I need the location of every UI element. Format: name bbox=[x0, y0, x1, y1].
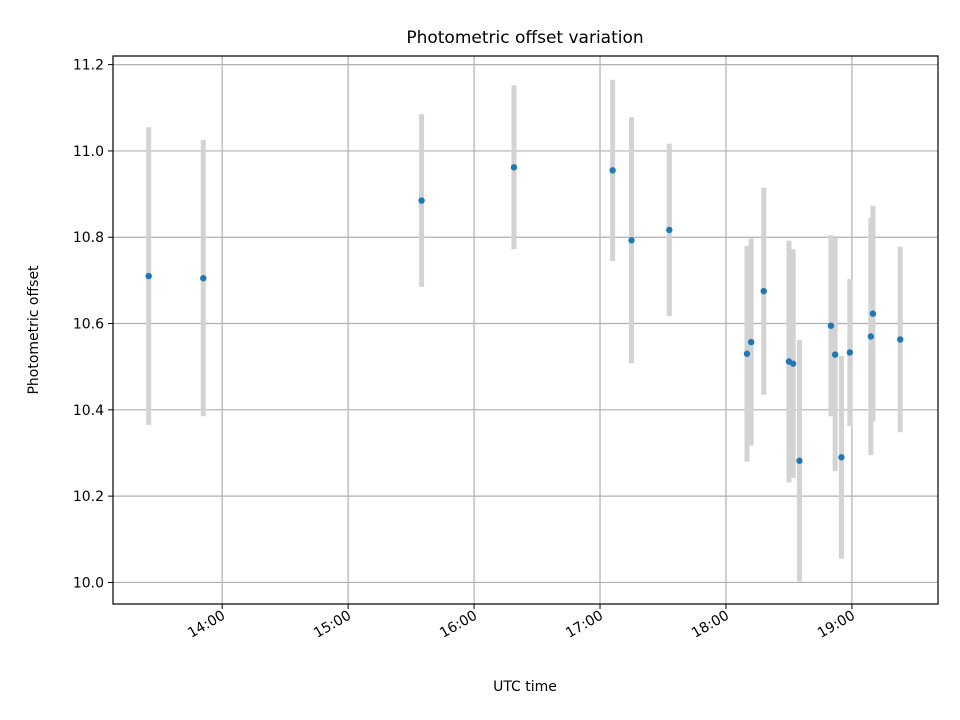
data-point bbox=[867, 333, 875, 340]
data-points bbox=[145, 164, 904, 464]
x-tick-label: 14:00 bbox=[185, 608, 228, 642]
data-point bbox=[796, 457, 803, 464]
data-point bbox=[747, 338, 755, 346]
x-tick-label: 17:00 bbox=[563, 608, 606, 642]
data-point bbox=[789, 360, 797, 367]
x-tick-label: 15:00 bbox=[311, 608, 354, 642]
data-point bbox=[827, 322, 835, 329]
data-point bbox=[145, 272, 152, 280]
y-axis-label: Photometric offset bbox=[26, 265, 42, 395]
y-tick-label: 10.4 bbox=[73, 403, 104, 419]
error-bars bbox=[146, 79, 903, 582]
x-axis-ticks: 14:00 15:00 16:00 17:00 18:00 19:00 bbox=[185, 604, 858, 642]
y-tick-label: 10.2 bbox=[73, 489, 104, 505]
grid bbox=[113, 56, 938, 604]
y-tick-label: 10.8 bbox=[73, 230, 104, 246]
y-tick-label: 11.2 bbox=[73, 58, 104, 74]
data-point bbox=[200, 275, 207, 282]
x-tick-label: 19:00 bbox=[815, 608, 858, 642]
y-tick-label: 10.6 bbox=[73, 317, 104, 333]
x-tick-label: 18:00 bbox=[689, 608, 732, 642]
data-point bbox=[628, 237, 635, 244]
data-point bbox=[869, 310, 877, 317]
x-axis-label: UTC time bbox=[493, 679, 557, 695]
data-point bbox=[418, 197, 425, 204]
data-point bbox=[743, 350, 751, 357]
y-axis-ticks: 10.0 10.2 10.4 10.6 10.8 11.0 11.2 bbox=[73, 58, 113, 591]
data-point bbox=[510, 164, 518, 171]
data-point bbox=[609, 167, 616, 174]
x-tick-label: 16:00 bbox=[437, 608, 480, 642]
chart-title: Photometric offset variation bbox=[406, 28, 643, 48]
y-tick-label: 11.0 bbox=[73, 144, 104, 160]
data-point bbox=[760, 287, 767, 295]
data-point bbox=[897, 336, 904, 343]
data-point bbox=[838, 454, 845, 461]
data-point bbox=[846, 349, 854, 356]
y-tick-label: 10.0 bbox=[73, 575, 104, 591]
plot-frame bbox=[112, 55, 939, 605]
data-point bbox=[666, 226, 673, 234]
data-point bbox=[831, 351, 839, 358]
